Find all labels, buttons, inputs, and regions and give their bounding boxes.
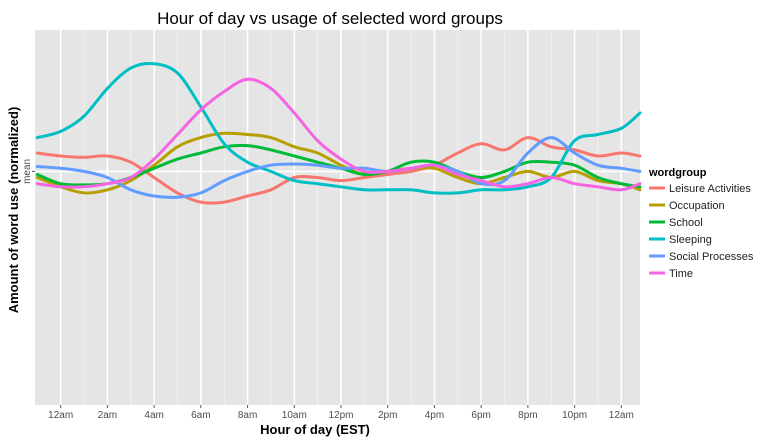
x-tick-label: 4am — [144, 410, 163, 421]
x-axis-title: Hour of day (EST) — [260, 422, 370, 437]
x-tick-label: 12am — [48, 410, 73, 421]
x-tick-label: 2pm — [378, 410, 397, 421]
x-tick-label: 8am — [238, 410, 257, 421]
chart-title: Hour of day vs usage of selected word gr… — [157, 9, 503, 28]
grid-lines — [35, 30, 640, 405]
x-tick-label: 12am — [609, 410, 634, 421]
series-line-time — [35, 77, 642, 192]
x-axis-ticks: 12am 2am 4am 6am 8am 10am 12pm 2pm 4pm 6pm 8pm 10pm… — [48, 405, 634, 421]
x-tick-label: 6am — [191, 410, 210, 421]
y-axis-ticks: mean — [22, 159, 35, 184]
legend-label: Social Processes — [669, 251, 754, 263]
x-tick-label: 12pm — [328, 410, 353, 421]
legend-label: School — [669, 217, 703, 229]
x-tick-label: 8pm — [518, 410, 537, 421]
x-tick-label: 6pm — [471, 410, 490, 421]
series-lines — [35, 62, 642, 205]
series-line-leisure-activities — [35, 136, 642, 205]
series-line-occupation — [35, 131, 642, 195]
legend: wordgroup Leisure Activities Occupation Sc… — [648, 167, 754, 280]
legend-title: wordgroup — [648, 167, 707, 179]
plot-panel — [35, 30, 640, 405]
legend-label: Sleeping — [669, 234, 712, 246]
legend-label: Time — [669, 268, 693, 280]
y-tick-label: mean — [22, 159, 33, 184]
x-tick-label: 2am — [98, 410, 117, 421]
x-tick-label: 10pm — [562, 410, 587, 421]
legend-items: Leisure Activities Occupation School Sleepi… — [649, 183, 754, 280]
x-tick-label: 4pm — [425, 410, 444, 421]
series-line-social-processes — [35, 136, 642, 199]
legend-label: Leisure Activities — [669, 183, 751, 195]
legend-label: Occupation — [669, 200, 725, 212]
y-axis-title: Amount of word use (normalized) — [6, 107, 21, 314]
x-tick-label: 10am — [282, 410, 307, 421]
series-line-sleeping — [35, 62, 642, 195]
